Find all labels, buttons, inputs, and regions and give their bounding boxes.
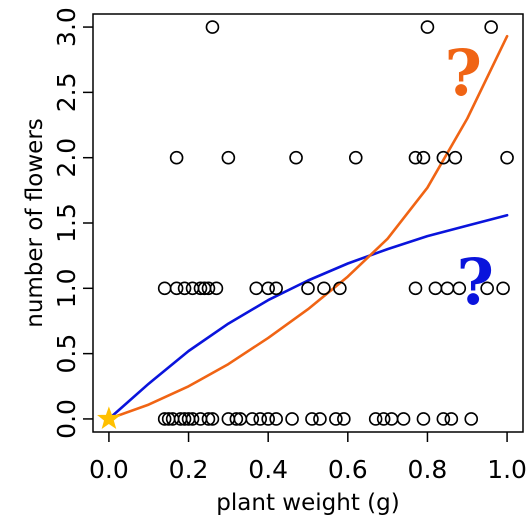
question-mark-2: ? <box>456 245 494 320</box>
annotations: ?? <box>445 36 494 320</box>
data-point <box>209 281 224 296</box>
data-point <box>261 412 275 426</box>
data-point <box>396 412 411 426</box>
data-point <box>205 412 220 426</box>
data-point <box>285 412 299 426</box>
data-point <box>201 412 216 426</box>
data-point <box>436 412 451 426</box>
data-point <box>452 281 467 296</box>
data-point <box>464 412 479 426</box>
data-point <box>333 281 347 296</box>
fitted-curves <box>107 34 509 421</box>
data-point <box>420 20 435 34</box>
data-point <box>169 150 184 165</box>
data-point <box>416 150 431 165</box>
y-tick-label: 3.0 <box>52 7 81 47</box>
x-axis: 0.0 0.2 0.4 0.6 0.8 1.0 <box>89 432 527 484</box>
data-point <box>384 412 399 426</box>
x-tick-label: 0.0 <box>89 455 129 484</box>
x-tick-label: 0.4 <box>248 455 288 484</box>
data-point <box>229 412 244 426</box>
data-point <box>448 150 463 165</box>
data-point <box>201 281 216 296</box>
y-tick-label: 0.5 <box>52 334 81 374</box>
y-axis-label: number of flowers <box>22 118 48 328</box>
data-point <box>480 281 494 296</box>
y-tick-label: 1.5 <box>52 203 81 243</box>
data-point <box>269 412 283 426</box>
data-point <box>157 412 172 426</box>
data-point <box>317 281 331 296</box>
data-point <box>249 281 264 296</box>
data-point <box>289 150 303 165</box>
x-tick-label: 1.0 <box>487 455 527 484</box>
x-tick-label: 0.2 <box>169 455 209 484</box>
data-point <box>185 412 200 426</box>
data-point <box>496 281 510 296</box>
fit-curve-convex <box>107 34 509 421</box>
data-point <box>484 20 498 34</box>
y-tick-label: 2.0 <box>52 138 81 178</box>
data-point <box>193 281 208 296</box>
data-point <box>368 412 383 426</box>
data-point <box>428 281 443 296</box>
question-mark-1: ? <box>445 36 483 111</box>
y-tick-label: 0.0 <box>52 399 81 439</box>
data-point <box>416 412 431 426</box>
data-point <box>261 281 275 296</box>
data-point <box>253 412 268 426</box>
data-point <box>205 20 220 34</box>
data-point <box>177 281 192 296</box>
data-point <box>500 150 514 165</box>
x-tick-label: 0.8 <box>408 455 448 484</box>
data-point <box>348 150 363 165</box>
data-point <box>376 412 391 426</box>
data-point <box>440 281 455 296</box>
data-point <box>408 281 423 296</box>
y-axis: 0.0 0.5 1.0 1.5 2.0 2.5 3.0 <box>52 7 93 439</box>
data-point <box>157 281 172 296</box>
data-point <box>269 281 283 296</box>
data-point <box>408 150 423 165</box>
data-point <box>329 412 343 426</box>
y-tick-label: 1.0 <box>52 268 81 308</box>
origin-star-icon <box>97 406 121 429</box>
data-point <box>313 412 327 426</box>
y-tick-label: 2.5 <box>52 72 81 112</box>
data-point <box>221 150 236 165</box>
data-point <box>177 412 192 426</box>
data-point <box>444 412 459 426</box>
data-point <box>337 412 351 426</box>
data-point <box>169 281 184 296</box>
data-point <box>301 281 315 296</box>
data-point <box>245 412 260 426</box>
x-axis-label: plant weight (g) <box>216 490 399 516</box>
data-points <box>97 20 514 429</box>
fit-curve-concave <box>107 213 509 421</box>
x-tick-label: 0.6 <box>328 455 368 484</box>
data-point <box>305 412 319 426</box>
